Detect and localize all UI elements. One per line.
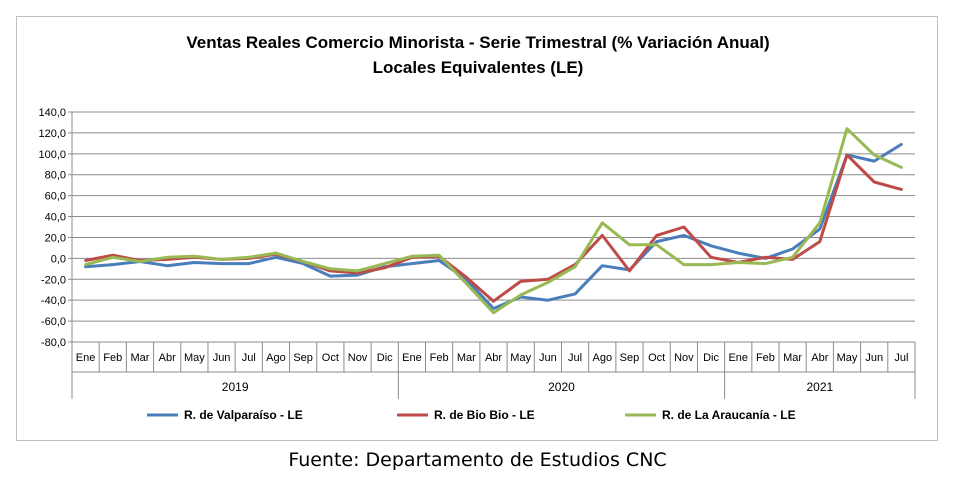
x-tick-label: Mar [131, 352, 150, 364]
x-tick-label: Ene [728, 352, 748, 364]
x-tick-label: Jul [242, 352, 256, 364]
y-tick-label: -80,0 [41, 337, 66, 349]
year-label: 2021 [806, 380, 833, 394]
y-tick-label: 100,0 [38, 149, 66, 161]
series-line-1 [84, 142, 903, 310]
y-tick-label: 120,0 [38, 128, 66, 140]
gridlines [72, 111, 915, 343]
x-tick-label: Feb [103, 352, 122, 364]
y-axis-ticks: 140,0 120,0 100,0 80,0 60,0 40,0 20,0 0,0 -20,0 -… [38, 107, 66, 349]
legend: R. de Valparaíso - LE R. de Bio Bio - LE R… [147, 408, 796, 422]
x-tick-label: Nov [674, 352, 694, 364]
x-tick-label: May [510, 352, 531, 364]
x-tick-label: Oct [648, 352, 665, 364]
x-tick-label: Jun [213, 352, 231, 364]
year-label: 2019 [222, 380, 249, 394]
x-tick-label: Mar [783, 352, 802, 364]
x-tick-label: Dic [703, 352, 719, 364]
x-tick-label: May [184, 352, 205, 364]
chart-svg: Ventas Reales Comercio Minorista - Serie… [38, 33, 916, 422]
chart-frame: Ventas Reales Comercio Minorista - Serie… [16, 16, 938, 441]
x-tick-label: Feb [756, 352, 775, 364]
x-tick-label: Ene [402, 352, 422, 364]
y-tick-label: -60,0 [41, 316, 66, 328]
x-tick-label: Mar [457, 352, 476, 364]
x-tick-label: Feb [430, 352, 449, 364]
x-tick-label: Abr [811, 352, 828, 364]
x-tick-label: Abr [159, 352, 176, 364]
x-tick-label: Jun [865, 352, 883, 364]
x-tick-label: Ago [266, 352, 286, 364]
source-caption: Fuente: Departamento de Estudios CNC [288, 449, 667, 471]
x-tick-label: Ago [592, 352, 612, 364]
x-tick-label: Dic [377, 352, 393, 364]
series-lines [84, 127, 903, 315]
y-tick-label: 0,0 [51, 253, 66, 265]
axes [68, 111, 916, 399]
legend-label-1: R. de Valparaíso - LE [184, 408, 303, 422]
year-label: 2020 [548, 380, 575, 394]
legend-label-3: R. de La Araucanía - LE [662, 408, 796, 422]
x-tick-label: Jul [568, 352, 582, 364]
chart-title-line1: Ventas Reales Comercio Minorista - Serie… [186, 33, 769, 52]
y-tick-label: 140,0 [38, 107, 66, 119]
y-tick-label: 20,0 [45, 232, 66, 244]
x-tick-label: Jul [894, 352, 908, 364]
y-tick-label: -20,0 [41, 274, 66, 286]
series-line-3 [84, 127, 903, 315]
x-axis-ticks: 2019 2020 2021 Ene Feb Mar Abr May Jun Jul Ago Sep O… [76, 352, 909, 394]
y-tick-label: 60,0 [45, 191, 66, 203]
x-tick-label: Nov [348, 352, 368, 364]
legend-label-2: R. de Bio Bio - LE [434, 408, 535, 422]
x-tick-label: Oct [322, 352, 339, 364]
x-tick-label: Sep [293, 352, 313, 364]
x-tick-label: Ene [76, 352, 96, 364]
x-tick-label: May [837, 352, 858, 364]
chart-title-line2: Locales Equivalentes (LE) [373, 58, 584, 77]
y-tick-label: 40,0 [45, 212, 66, 224]
x-tick-label: Abr [485, 352, 502, 364]
y-tick-label: 80,0 [45, 170, 66, 182]
y-tick-label: -40,0 [41, 295, 66, 307]
x-tick-label: Sep [620, 352, 640, 364]
x-tick-label: Jun [539, 352, 557, 364]
